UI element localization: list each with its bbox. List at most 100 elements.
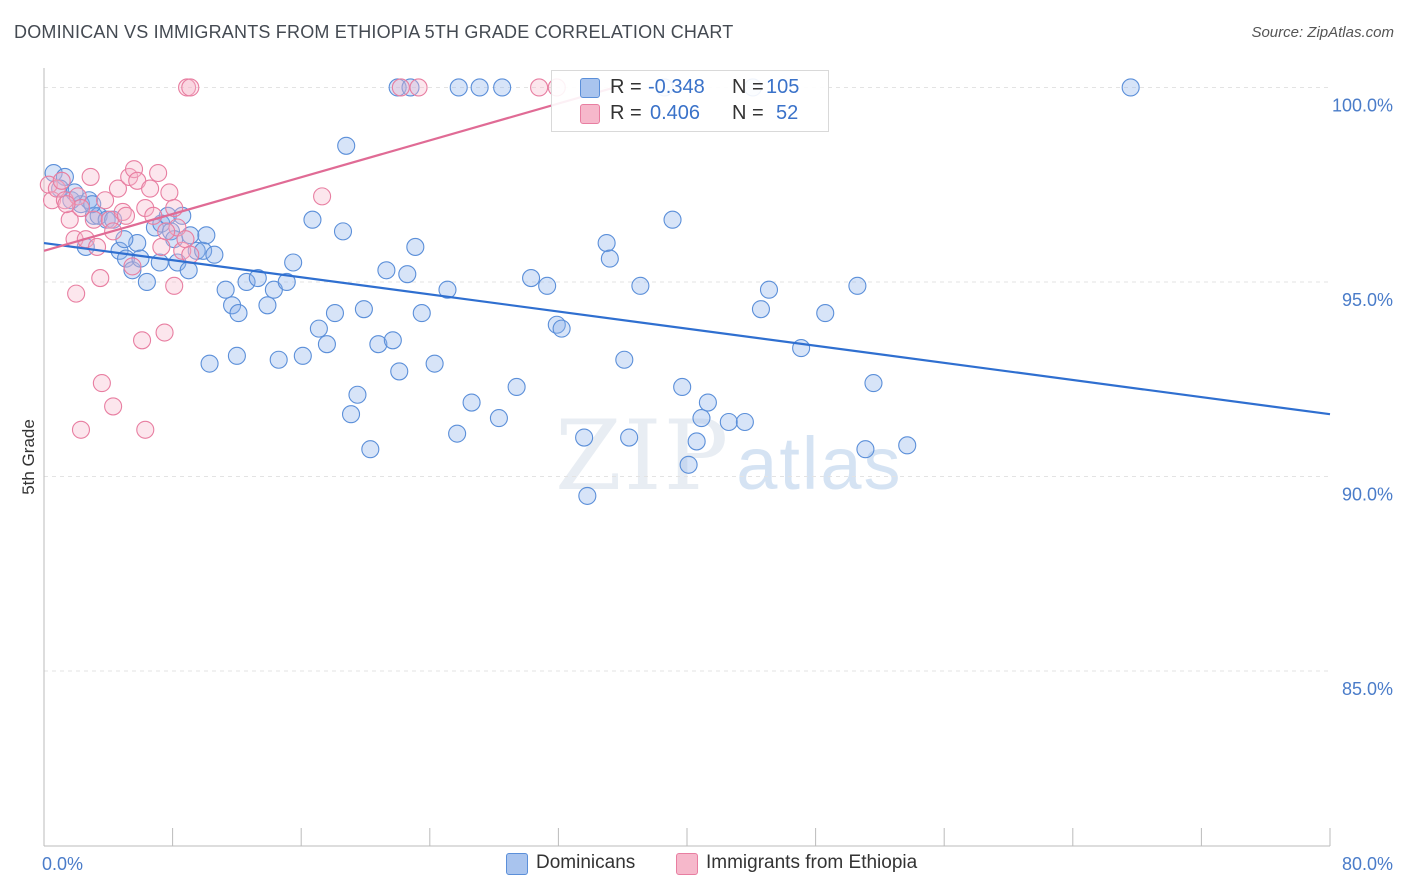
ethiopia-point [133, 331, 152, 350]
ethiopia-point [84, 210, 103, 229]
dominican-point [679, 455, 698, 474]
ethiopia-point [181, 78, 200, 97]
dominican-point [864, 374, 883, 393]
dominican-point [578, 486, 597, 505]
ethiopia-point [60, 210, 79, 229]
legend-row-ethiopia: R = 0.406 N = 52 [552, 101, 828, 127]
dominican-point [751, 300, 770, 319]
dominican-point [620, 428, 639, 447]
y-axis-title: 5th Grade [19, 419, 38, 495]
dominican-point [137, 272, 156, 292]
dominican-point [269, 350, 288, 369]
dominican-point [341, 405, 361, 424]
dominican-point [205, 245, 224, 264]
dominican-point [277, 272, 296, 292]
dominican-point [597, 234, 616, 253]
dominican-point [354, 300, 373, 319]
ethiopia-point [176, 230, 195, 249]
chart-title: DOMINICAN VS IMMIGRANTS FROM ETHIOPIA 5T… [14, 22, 734, 42]
ethiopia-point [141, 179, 160, 198]
legend-r-label: R = [610, 102, 642, 124]
dominican-point [348, 385, 367, 404]
dominican-point [377, 261, 396, 280]
dominican-point [1121, 78, 1140, 97]
ethiopia-point [57, 195, 76, 214]
dominican-point [848, 276, 867, 295]
legend-n-label: N = [732, 102, 764, 124]
dominican-point [631, 276, 650, 295]
watermark-zip: ZIP [555, 400, 731, 512]
ethiopia-point [391, 78, 410, 97]
bottom-legend-label-ethiopia: Immigrants from Ethiopia [706, 852, 918, 873]
dominican-point [673, 377, 692, 397]
dominican-point [150, 253, 169, 272]
dominican-point [227, 346, 246, 365]
ethiopia-point [92, 374, 111, 393]
legend-r-value: -0.348 [648, 76, 705, 98]
dominican-point [663, 210, 682, 229]
dominican-point [522, 269, 541, 288]
dominican-point [200, 354, 219, 373]
y-tick-label: 100.0% [1332, 95, 1393, 115]
dominican-point [369, 335, 388, 354]
source-label: Source: ZipAtlas.com [1251, 24, 1394, 41]
dominican-point [303, 210, 322, 229]
ethiopia-point [124, 160, 144, 179]
dominican-point [898, 436, 917, 455]
ethiopia-point [71, 420, 91, 439]
ethiopia-point [81, 167, 100, 186]
ethiopia-point [67, 284, 86, 303]
ethiopia-point [149, 163, 168, 183]
ethiopia-trend-line [43, 86, 615, 252]
ethiopia-point [108, 179, 127, 198]
bottom-legend-swatch-ethiopia [676, 853, 698, 875]
dominican-point [448, 424, 467, 443]
dominican-point [552, 319, 571, 338]
dominican-point [179, 261, 198, 280]
y-tick-label: 90.0% [1342, 484, 1393, 504]
x-tick-label: 80.0% [1342, 854, 1393, 874]
y-tick-label: 95.0% [1342, 290, 1393, 310]
ethiopia-point [313, 187, 332, 206]
dominican-point [383, 331, 402, 350]
dominican-point [361, 440, 380, 459]
dominican-point [462, 393, 481, 412]
watermark-atlas: atlas [736, 422, 903, 505]
dominican-point [309, 319, 328, 338]
dominican-point [856, 440, 875, 459]
ethiopia-point [165, 276, 184, 295]
dominican-point [816, 304, 835, 323]
dominican-point [735, 412, 754, 432]
ethiopia-point [160, 183, 179, 202]
dominican-point [197, 226, 216, 245]
correlation-legend: R = -0.348 N = 105 R = 0.406 N = 52 [551, 70, 829, 132]
zipatlas-watermark: ZIPatlas [555, 400, 903, 512]
legend-r-value: 0.406 [650, 102, 701, 124]
dominican-point [248, 269, 267, 288]
legend-n-label: N = [732, 76, 764, 98]
legend-swatch-dominicans [580, 78, 600, 98]
legend-swatch-ethiopia [580, 104, 600, 124]
dominican-point [284, 253, 303, 272]
legend-row-dominicans: R = -0.348 N = 105 [552, 75, 828, 101]
dominican-point [229, 304, 248, 323]
ethiopia-point [71, 198, 91, 218]
ethiopia-point [87, 237, 107, 256]
dominican-point [293, 346, 312, 365]
dominican-point [390, 362, 409, 381]
bottom-legend-swatch-dominicans [506, 853, 528, 875]
dominican-point [425, 354, 444, 373]
ethiopia-point [136, 420, 155, 439]
dominican-point [507, 377, 526, 397]
ethiopia-point [155, 323, 174, 342]
dominican-point [237, 272, 256, 292]
dominican-point [406, 237, 425, 256]
dominican-point [337, 136, 356, 155]
dominican-point [719, 412, 738, 432]
dominican-point [538, 276, 557, 295]
dominican-point [333, 222, 353, 241]
dominican-point [438, 280, 457, 299]
ethiopia-point [152, 237, 171, 256]
ethiopia-point [52, 171, 71, 190]
bottom-legend-label-dominicans: Dominicans [536, 852, 636, 873]
